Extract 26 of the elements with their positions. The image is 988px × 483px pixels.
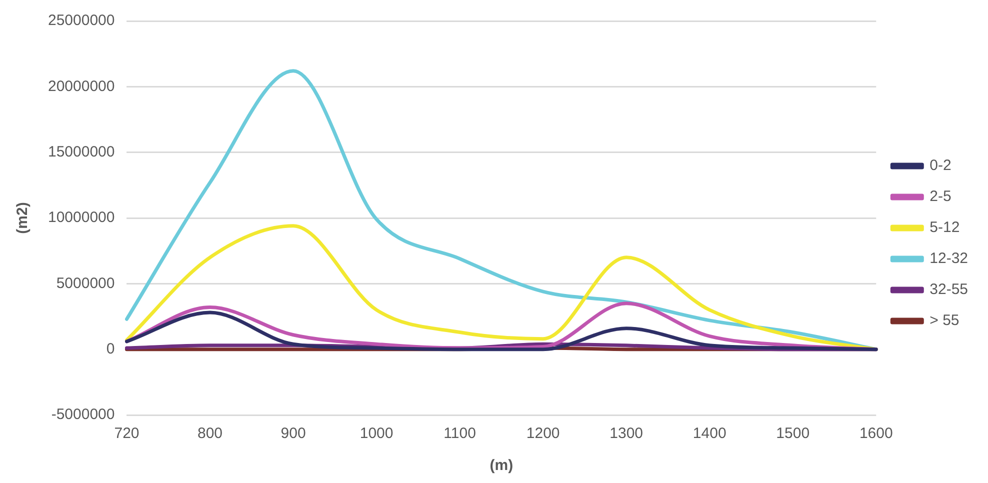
y-tick-label: 5000000: [56, 274, 115, 292]
y-tick-label: -5000000: [51, 406, 115, 424]
x-tick-label: 1500: [776, 425, 810, 442]
y-axis-title: (m2): [14, 202, 32, 234]
x-tick-label: 1000: [360, 425, 394, 442]
x-tick-label: 720: [114, 425, 140, 442]
x-tick-label: 1600: [859, 425, 893, 442]
x-tick-label: 1100: [444, 425, 476, 442]
y-tick-label: 10000000: [48, 209, 115, 226]
y-tick-label: 20000000: [48, 78, 115, 95]
legend-label: 2-5: [930, 188, 952, 206]
legend-label: 12-32: [930, 250, 968, 268]
x-tick-label: 900: [280, 425, 306, 442]
legend-label: 5-12: [930, 219, 960, 236]
x-tick-label: 1200: [526, 425, 560, 442]
x-axis-title: (m): [490, 457, 514, 474]
y-tick-label: 0: [106, 340, 115, 358]
y-tick-label: 25000000: [48, 12, 115, 30]
legend-label: > 55: [930, 312, 960, 330]
x-tick-label: 1400: [692, 425, 726, 442]
line-series: [124, 310, 878, 352]
x-tick-label: 1300: [610, 425, 644, 442]
legend-label: 0-2: [930, 157, 952, 174]
legend-label: 32-55: [930, 281, 968, 298]
y-tick-label: 15000000: [48, 143, 115, 160]
x-tick-label: 800: [197, 425, 223, 442]
